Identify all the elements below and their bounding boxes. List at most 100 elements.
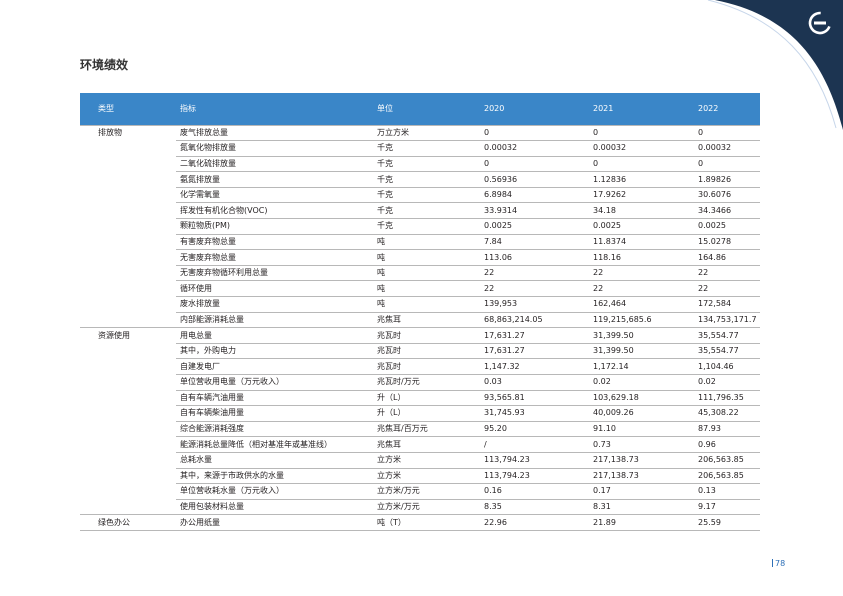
- cell-2021: 8.31: [589, 499, 694, 516]
- cell-category: [80, 437, 176, 453]
- cell-2020: 0.16: [480, 483, 589, 500]
- cell-2021: 162,464: [589, 296, 694, 313]
- cell-2022: 172,584: [694, 296, 760, 313]
- cell-category: [80, 219, 176, 235]
- cell-2020: 0.0025: [480, 218, 589, 235]
- cell-indicator: 内部能源消耗总量: [176, 312, 373, 329]
- cell-category: [80, 203, 176, 219]
- cell-category: [80, 484, 176, 500]
- cell-unit: 兆瓦时: [373, 327, 480, 344]
- cell-indicator: 单位营收用电量（万元收入）: [176, 374, 373, 391]
- cell-2022: 87.93: [694, 421, 760, 438]
- cell-2021: 1,172.14: [589, 358, 694, 375]
- cell-2021: 22: [589, 265, 694, 282]
- cell-category: [80, 265, 176, 281]
- cell-2021: 217,138.73: [589, 452, 694, 469]
- cell-indicator: 二氧化硫排放量: [176, 156, 373, 173]
- cell-2021: 22: [589, 280, 694, 298]
- table-row: 无害废弃物总量吨 113.06 118.16 164.86: [80, 249, 760, 266]
- page-number: 78: [772, 559, 785, 568]
- environmental-performance-table: 类型 指标 单位 2020 2021 2022 排放物 废气排放总量 万立方米 0 0 0…: [80, 93, 760, 531]
- cell-2021: 119,215,685.6: [589, 312, 694, 329]
- page-number-text: 78: [775, 559, 786, 568]
- cell-category: [80, 452, 176, 468]
- cell-indicator: 其中，来源于市政供水的水量: [176, 468, 373, 485]
- cell-2020: 22.96: [480, 514, 589, 531]
- cell-2022: 206,563.85: [694, 452, 760, 469]
- cell-2021: 0.0025: [589, 218, 694, 235]
- cell-unit: 立方米: [373, 468, 480, 485]
- cell-indicator: 自有车辆汽油用量: [176, 390, 373, 407]
- cell-2021: 34.18: [589, 202, 694, 220]
- cell-indicator: 无害废弃物总量: [176, 249, 373, 266]
- cell-2021: 0.17: [589, 483, 694, 500]
- cell-2022: 35,554.77: [694, 343, 760, 360]
- cell-2022: 0.0025: [694, 218, 760, 235]
- cell-category: [80, 406, 176, 422]
- cell-unit: 千克: [373, 218, 480, 235]
- page-title: 环境绩效: [80, 58, 129, 72]
- cell-category: 绿色办公: [80, 514, 176, 531]
- cell-indicator: 用电总量: [176, 327, 373, 344]
- cell-category: [80, 234, 176, 250]
- cell-category: [80, 390, 176, 406]
- cell-2020: 31,745.93: [480, 405, 589, 422]
- cell-2020: 139,953: [480, 296, 589, 313]
- table-row: 废水排放量吨 139,953 162,464 172,584: [80, 296, 760, 313]
- cell-2020: 1,147.32: [480, 358, 589, 375]
- cell-indicator: 废水排放量: [176, 296, 373, 313]
- cell-2021: 0.02: [589, 374, 694, 391]
- cell-2022: 25.59: [694, 514, 760, 531]
- cell-2022: 9.17: [694, 499, 760, 516]
- table-header-row: 类型 指标 单位 2020 2021 2022: [80, 93, 760, 125]
- cell-unit: 千克: [373, 187, 480, 204]
- cell-category: [80, 281, 176, 297]
- cell-unit: 兆焦耳/百万元: [373, 421, 480, 438]
- cell-2020: 33.9314: [480, 202, 589, 220]
- table-row: 排放物 废气排放总量 万立方米 0 0 0: [80, 124, 760, 142]
- cell-2022: 45,308.22: [694, 405, 760, 422]
- cell-indicator: 能源消耗总量降低（相对基准年或基准线）: [176, 436, 373, 453]
- header-unit: 单位: [377, 104, 393, 114]
- cell-2020: 0.56936: [480, 171, 589, 188]
- cell-category: [80, 156, 176, 172]
- cell-2022: 35,554.77: [694, 327, 760, 344]
- cell-indicator: 综合能源消耗强度: [176, 421, 373, 438]
- table-row: 使用包装材料总量 立方米/万元 8.35 8.31 9.17: [80, 499, 760, 516]
- table-row: 自有车辆汽油用量 升（L） 93,565.81 103,629.18 111,796.3…: [80, 390, 760, 407]
- cell-indicator: 办公用纸量: [176, 514, 373, 531]
- table-row: 绿色办公 办公用纸量 吨（T） 22.96 21.89 25.59: [80, 514, 760, 531]
- cell-indicator: 其中，外购电力: [176, 343, 373, 360]
- table-row: 氮氧化物排放量 千克 0.00032 0.00032 0.00032: [80, 140, 760, 157]
- cell-unit: 兆瓦时: [373, 343, 480, 360]
- cell-2021: 21.89: [589, 514, 694, 531]
- cell-2022: 15.0278: [694, 234, 760, 251]
- cell-2022: 1,104.46: [694, 358, 760, 375]
- cell-unit: 千克: [373, 140, 480, 157]
- table-row: 氨氮排放量 千克 0.56936 1.12836 1.89826: [80, 171, 760, 188]
- cell-unit: 吨（T）: [373, 514, 480, 531]
- cell-2022: 22: [694, 265, 760, 282]
- cell-2020: 22: [480, 280, 589, 298]
- cell-category: [80, 375, 176, 391]
- cell-2022: 34.3466: [694, 202, 760, 220]
- table-row: 资源使用 用电总量 兆瓦时 17,631.27 31,399.50 35,554.77: [80, 327, 760, 344]
- cell-2022: 1.89826: [694, 171, 760, 188]
- cell-category: [80, 172, 176, 188]
- cell-indicator: 挥发性有机化合物(VOC): [176, 202, 373, 220]
- cell-indicator: 总耗水量: [176, 452, 373, 469]
- table-row: 无害废弃物循环利用总量吨 22 22 22: [80, 265, 760, 282]
- cell-2021: 0: [589, 124, 694, 142]
- table-row: 总耗水量 立方米 113,794.23 217,138.73 206,563.85: [80, 452, 760, 469]
- table-row: 其中，来源于市政供水的水量 立方米 113,794.23 217,138.73 206,…: [80, 468, 760, 485]
- table-row: 自有车辆柴油用量 升（L） 31,745.93 40,009.26 45,308.22: [80, 405, 760, 422]
- cell-unit: 吨: [373, 249, 480, 266]
- cell-2022: 0.13: [694, 483, 760, 500]
- cell-2021: 217,138.73: [589, 468, 694, 485]
- cell-unit: 万立方米: [373, 124, 480, 142]
- cell-2021: 40,009.26: [589, 405, 694, 422]
- cell-indicator: 化学需氧量: [176, 187, 373, 204]
- cell-2022: 0.96: [694, 436, 760, 453]
- cell-2020: 17,631.27: [480, 327, 589, 344]
- cell-2022: 0: [694, 124, 760, 142]
